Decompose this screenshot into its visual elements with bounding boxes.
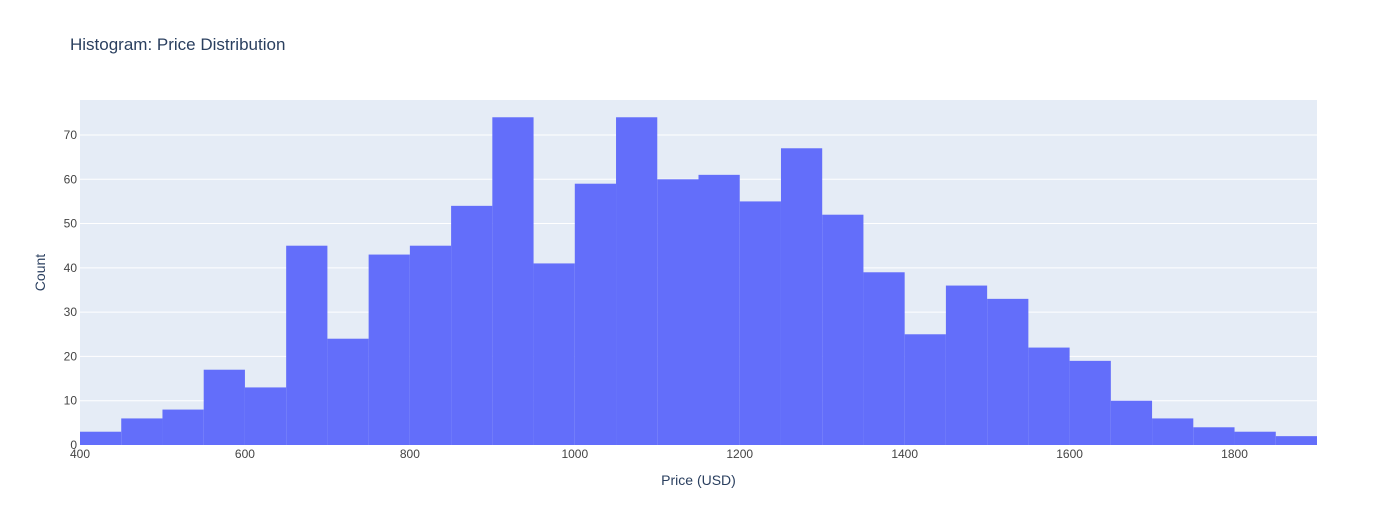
histogram-bar[interactable]: [533, 263, 575, 445]
y-tick-label: 10: [64, 394, 78, 408]
histogram-bar[interactable]: [368, 254, 410, 445]
histogram-bar[interactable]: [327, 338, 369, 445]
histogram-bar[interactable]: [863, 272, 905, 445]
histogram-bar[interactable]: [822, 214, 864, 445]
x-tick-label: 600: [235, 447, 255, 461]
histogram-bar[interactable]: [1234, 431, 1276, 445]
y-tick-label: 60: [64, 172, 78, 186]
y-tick-label: 40: [64, 261, 78, 275]
x-tick-label: 1200: [726, 447, 753, 461]
x-tick-label: 400: [70, 447, 90, 461]
chart-title: Histogram: Price Distribution: [70, 35, 285, 54]
histogram-bar[interactable]: [616, 117, 658, 445]
histogram-bar[interactable]: [945, 285, 988, 445]
y-axis-label: Count: [32, 254, 48, 291]
x-tick-label: 800: [400, 447, 420, 461]
y-tick-label: 20: [64, 349, 78, 363]
y-tick-label: 70: [64, 128, 78, 142]
histogram-bar[interactable]: [739, 201, 781, 445]
x-tick-label: 1400: [891, 447, 918, 461]
histogram-bar[interactable]: [409, 245, 452, 445]
x-tick-label: 1000: [561, 447, 588, 461]
histogram-bar[interactable]: [657, 179, 699, 445]
histogram-bar[interactable]: [1152, 418, 1194, 445]
histogram-bar[interactable]: [987, 298, 1029, 445]
y-tick-label: 30: [64, 305, 78, 319]
y-axis-ticks: 0 10 20 30 40 50 60 70: [64, 128, 78, 452]
histogram-bar[interactable]: [203, 369, 245, 445]
histogram-bar[interactable]: [574, 183, 617, 445]
histogram-bar[interactable]: [1110, 400, 1153, 445]
histogram-bar[interactable]: [1069, 360, 1111, 445]
histogram-bar[interactable]: [244, 387, 287, 445]
histogram-bar[interactable]: [80, 431, 122, 445]
histogram-bar[interactable]: [1275, 436, 1317, 445]
histogram-bar[interactable]: [492, 117, 534, 445]
histogram-bar[interactable]: [451, 205, 493, 445]
histogram-bar[interactable]: [121, 418, 163, 445]
y-tick-label: 0: [70, 438, 77, 452]
histogram-bar[interactable]: [698, 174, 740, 446]
x-tick-label: 1800: [1221, 447, 1248, 461]
x-axis-label: Price (USD): [661, 472, 736, 488]
histogram-bar[interactable]: [1193, 427, 1235, 445]
histogram-bar[interactable]: [904, 334, 946, 445]
histogram-bar[interactable]: [1028, 347, 1070, 445]
histogram-bar[interactable]: [286, 245, 328, 445]
histogram-bar[interactable]: [780, 148, 823, 445]
y-tick-label: 50: [64, 217, 78, 231]
histogram-bars: [80, 117, 1317, 446]
x-axis-ticks: 400 600 800 1000 1200 1400 1600 1800: [70, 447, 1248, 461]
histogram-bar[interactable]: [162, 409, 204, 445]
x-tick-label: 1600: [1056, 447, 1083, 461]
